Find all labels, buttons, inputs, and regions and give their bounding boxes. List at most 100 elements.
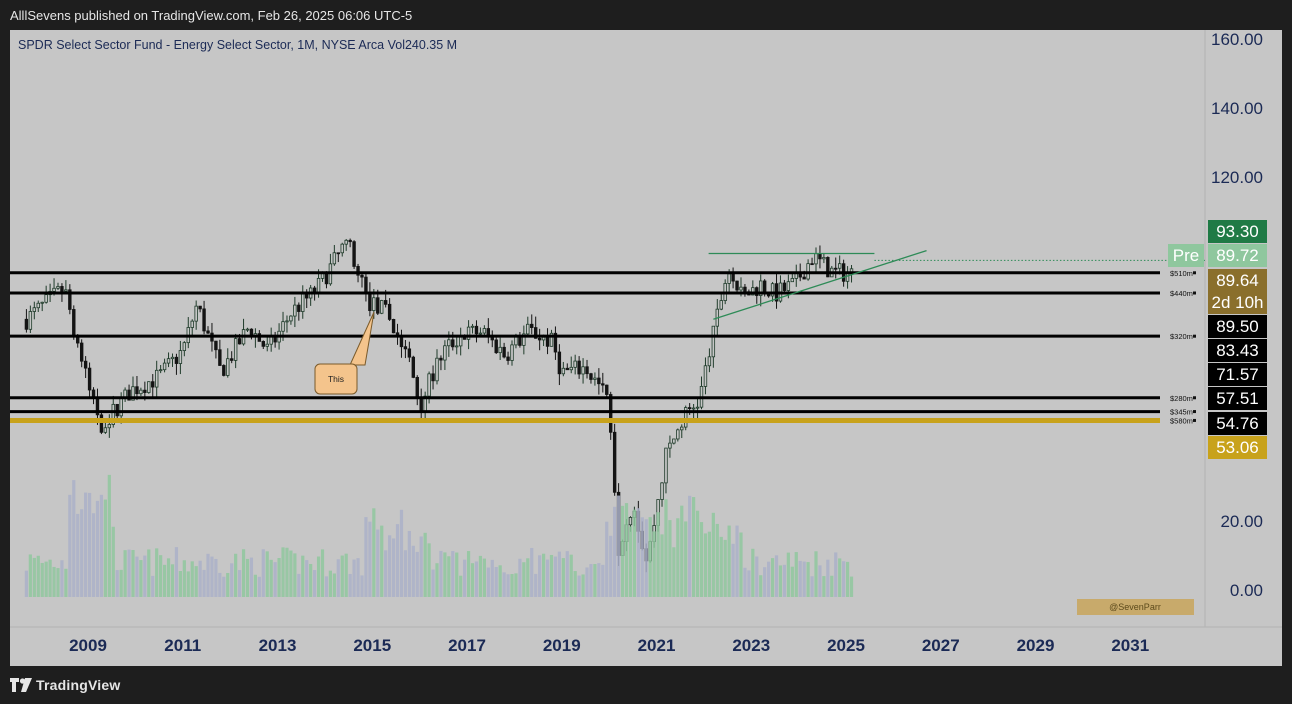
volume-bar — [269, 559, 273, 597]
volume-bar — [482, 558, 486, 597]
volume-bar — [826, 559, 830, 597]
watermark-text: @SevenParr — [1109, 602, 1161, 612]
x-tick-label: 2021 — [638, 636, 676, 655]
volume-bar — [166, 558, 171, 597]
candle-body — [735, 280, 739, 291]
volume-bar — [802, 561, 806, 597]
tradingview-brand[interactable]: TradingView — [36, 677, 121, 693]
volume-bar — [695, 510, 700, 597]
volume-bar — [680, 505, 684, 597]
candle-body — [301, 293, 305, 312]
x-tick-label: 2009 — [69, 636, 107, 655]
candle-body — [415, 376, 419, 399]
volume-bar — [632, 509, 636, 597]
symbol-legend[interactable]: SPDR Select Sector Fund - Energy Select … — [18, 38, 458, 52]
volume-bar — [466, 551, 471, 597]
volume-bar — [842, 561, 846, 597]
volume-bar — [668, 520, 672, 597]
y-tick-label: 140.00 — [1211, 99, 1263, 118]
price-tag-label: 89.50 — [1216, 317, 1259, 336]
volume-bar — [593, 564, 597, 597]
volume-bar — [640, 517, 644, 597]
candle-body — [502, 346, 506, 358]
candle-body — [455, 345, 459, 348]
candle-body — [139, 389, 143, 395]
candle-body — [739, 286, 743, 291]
volume-bar — [28, 554, 32, 597]
candle-body — [680, 426, 684, 431]
volume-bar — [245, 558, 250, 597]
volume-bar — [534, 573, 538, 597]
candle-body — [474, 325, 479, 335]
chart-area[interactable]: 160.00 140.00 120.00 20.00 0.00 2009 2011 2013 2… — [10, 30, 1282, 666]
level-marker — [1193, 334, 1196, 338]
volume-bar — [384, 550, 388, 597]
candle-body — [522, 333, 526, 346]
candle-body — [166, 358, 171, 364]
volume-bar — [538, 555, 542, 597]
volume-bar — [774, 555, 779, 597]
candle-body — [135, 386, 139, 395]
trend-line-rising-support — [713, 249, 927, 320]
volume-bar — [818, 565, 822, 597]
candle-body — [458, 336, 463, 347]
volume-bar — [261, 549, 265, 597]
volume-bar — [699, 522, 704, 597]
candle-body — [818, 253, 822, 260]
candle-body — [230, 358, 234, 361]
price-tag-label: 93.30 — [1216, 222, 1259, 241]
candle-body — [356, 266, 360, 276]
volume-bar — [770, 558, 775, 597]
volume-bar — [459, 575, 463, 597]
candle-body — [707, 356, 712, 367]
volume-bar — [218, 572, 222, 597]
candle-body — [518, 336, 522, 346]
candle-body — [466, 326, 471, 340]
volume-bar — [344, 553, 348, 597]
candle-body — [470, 325, 475, 328]
volume-bar — [324, 576, 329, 597]
volume-bar — [407, 530, 411, 597]
price-tag-label: Pre — [1173, 246, 1199, 265]
candle-body — [822, 257, 826, 260]
volume-bar — [605, 521, 609, 597]
volume-bar — [68, 494, 72, 597]
volume-bar — [147, 549, 151, 597]
volume-bar — [186, 571, 190, 597]
volume-bar — [660, 534, 664, 597]
volume-bar — [822, 576, 826, 597]
volume-bar — [806, 562, 810, 597]
candle-body — [451, 339, 455, 348]
candle-body — [810, 263, 814, 266]
candle-body — [691, 407, 696, 410]
candle-body — [297, 304, 301, 312]
candle-body — [28, 311, 33, 330]
level-label: $510m — [1170, 269, 1193, 278]
volume-bar — [435, 563, 439, 597]
candle-body — [174, 356, 179, 364]
footer-bar: TradingView — [0, 666, 1292, 704]
volume-bar — [241, 549, 246, 597]
candle-body — [514, 336, 518, 346]
volume-bar — [352, 559, 356, 597]
level-label: $280m — [1170, 394, 1193, 403]
candle-body — [545, 336, 550, 347]
price-tag — [1208, 436, 1267, 459]
tradingview-logo-icon[interactable] — [10, 677, 32, 693]
candle-body — [431, 373, 435, 382]
volume-bar — [522, 562, 526, 597]
volume-bar — [214, 558, 218, 597]
candle-body — [676, 429, 680, 440]
volume-bar — [597, 563, 601, 597]
level-label: $320m — [1170, 332, 1193, 341]
candle-body — [391, 318, 396, 334]
candle-body — [214, 340, 218, 351]
volume-bar — [44, 561, 48, 597]
volume-bar — [565, 551, 569, 597]
volume-bar — [119, 569, 123, 597]
chart-svg[interactable]: 160.00 140.00 120.00 20.00 0.00 2009 2011 2013 2… — [10, 30, 1282, 666]
candle-body — [569, 366, 573, 371]
volume-bar — [170, 564, 175, 597]
volume-bar — [309, 563, 313, 597]
volume-bar — [159, 555, 163, 597]
